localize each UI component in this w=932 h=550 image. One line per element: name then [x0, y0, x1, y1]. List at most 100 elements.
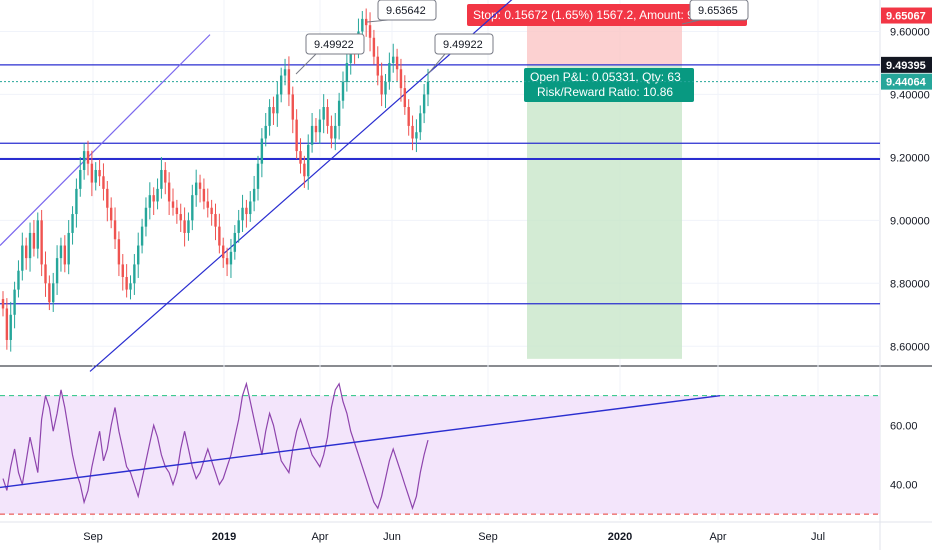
candle-body: [202, 188, 206, 202]
candle-body: [287, 69, 291, 95]
candle-body: [98, 169, 101, 177]
candle-body: [241, 207, 244, 221]
candle-body: [117, 239, 121, 265]
callout-box: [305, 33, 365, 55]
candle-body: [94, 169, 97, 183]
trendline: [0, 34, 211, 246]
price-tag-box: [881, 73, 932, 90]
candle-body: [364, 18, 368, 26]
candle-body: [79, 169, 82, 189]
candle-body: [214, 214, 217, 227]
candle-body: [330, 125, 333, 139]
callout-box: [689, 0, 749, 21]
candle-body: [314, 125, 318, 133]
candle-body: [5, 308, 9, 340]
candle-body: [121, 264, 124, 278]
candle-body: [63, 245, 67, 265]
candle-body: [345, 62, 349, 82]
candle-body: [264, 125, 267, 139]
candle-body: [419, 113, 422, 133]
candle-body: [44, 264, 47, 284]
candle-body: [407, 107, 410, 126]
candle-body: [102, 176, 105, 189]
callout-label: 9.49922: [443, 39, 483, 51]
price-tag-label: 9.44064: [886, 77, 927, 89]
candle-body: [59, 245, 63, 259]
price-tag-label: 9.65067: [886, 11, 926, 23]
candle-body: [183, 220, 186, 233]
rsi-panel: [0, 381, 880, 515]
candle-body: [303, 163, 306, 177]
candle-body: [175, 207, 179, 215]
callout-box: [434, 33, 494, 55]
candle-body: [399, 69, 403, 89]
candle-body: [380, 75, 383, 95]
time-tick-label: Jun: [383, 531, 401, 543]
callout-pointer: [681, 19, 701, 25]
price-axis[interactable]: 9.60000 9.40000 9.20000 9.00000 8.80000 8.600…: [881, 7, 932, 492]
time-tick-label: Sep: [478, 531, 498, 543]
callouts: 9.65642 9.49922 9.49922 9.65365: [295, 0, 749, 75]
candle-body: [361, 18, 364, 32]
candle-body: [48, 283, 51, 303]
stop-label-box: [467, 4, 747, 26]
candle-body: [376, 56, 379, 76]
candle-body: [206, 201, 209, 208]
candle-body: [268, 107, 271, 126]
candle-body: [187, 220, 190, 233]
candle-body: [218, 226, 221, 246]
candle-body: [75, 188, 78, 215]
time-tick-label: Sep: [83, 531, 103, 543]
candle-body: [411, 125, 414, 139]
candle-body: [260, 138, 264, 164]
candle-body: [167, 182, 171, 202]
time-tick-label: Apr: [311, 531, 328, 543]
pnl-label: Open P&L: 0.05331, Qty: 63: [530, 70, 681, 84]
callout-pointer: [295, 53, 317, 75]
candle-body: [28, 232, 32, 259]
pnl-label-box: [524, 68, 694, 102]
candle-body: [276, 94, 279, 114]
candle-body: [326, 107, 329, 126]
position-tool[interactable]: Stop: 0.15672 (1.65%) 1567.2, Amount: 99…: [467, 4, 747, 359]
price-tick-label: 8.60000: [890, 341, 930, 353]
candle-body: [1, 299, 5, 309]
time-axis[interactable]: Sep 2019 Apr Jun Sep 2020 Apr Jul: [0, 521, 932, 543]
candle-body: [125, 277, 128, 290]
candle-body: [133, 264, 136, 284]
callout-label: 9.65642: [386, 5, 426, 17]
candle-body: [13, 289, 16, 315]
candle-body: [9, 314, 12, 340]
price-tick-label: 9.20000: [890, 152, 930, 164]
candle-body: [210, 207, 213, 215]
candle-body: [233, 232, 237, 252]
callout-label: 9.65365: [698, 5, 738, 17]
candle-body: [395, 56, 399, 70]
candle-body: [140, 226, 144, 246]
trendline: [89, 0, 513, 372]
candle-body: [32, 232, 36, 249]
candle-body: [334, 125, 337, 139]
candle-body: [225, 258, 229, 265]
candle-body: [403, 88, 407, 108]
candle-body: [295, 119, 298, 152]
candle-body: [194, 182, 198, 196]
target-zone: [527, 64, 682, 359]
candle-body: [148, 195, 152, 208]
candle-body: [137, 245, 140, 265]
candle-body: [249, 201, 252, 215]
price-tick-label: 9.40000: [890, 89, 930, 101]
candle-body: [152, 195, 155, 202]
candle-body: [322, 107, 325, 120]
rsi-line: [2, 381, 429, 511]
candle-body: [307, 144, 310, 177]
price-tick-label: 8.80000: [890, 278, 930, 290]
candle-body: [222, 245, 225, 259]
candle-body: [90, 163, 94, 183]
candle-body: [310, 125, 314, 145]
trendlines: [0, 0, 513, 372]
candle-body: [388, 62, 391, 82]
candle-body: [415, 132, 418, 139]
time-tick-label: Apr: [709, 531, 726, 543]
